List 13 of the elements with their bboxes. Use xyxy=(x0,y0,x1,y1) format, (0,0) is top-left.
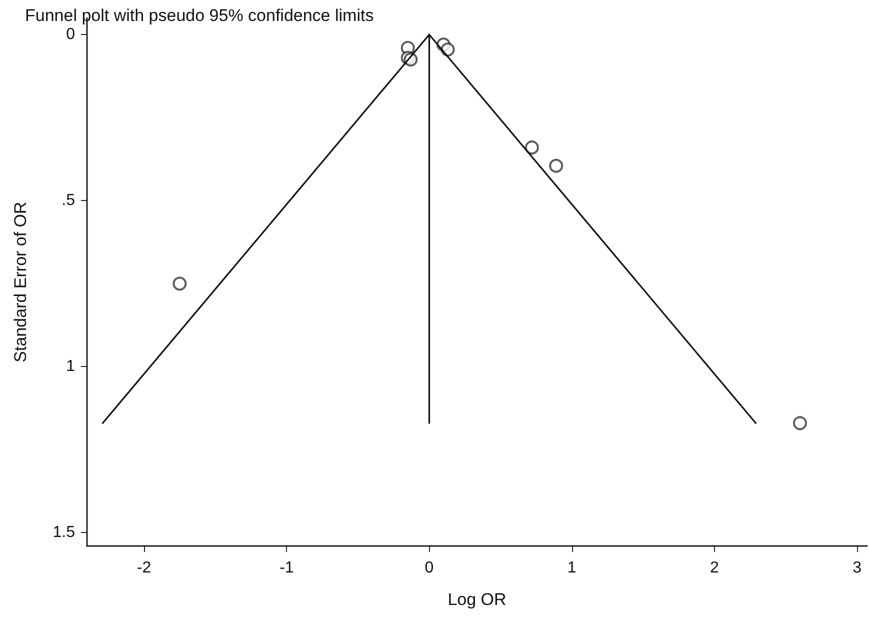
y-axis-title: Standard Error of OR xyxy=(11,202,30,362)
y-tick-label: 1 xyxy=(66,358,76,376)
y-tick-label: 1.5 xyxy=(52,524,76,542)
x-tick-label: -2 xyxy=(136,560,152,576)
x-tick-label: -1 xyxy=(280,560,294,576)
x-tick-label: 0 xyxy=(424,560,434,576)
y-tick-label: 0 xyxy=(66,26,76,44)
x-tick-label: 1 xyxy=(567,560,576,576)
y-tick-label: .5 xyxy=(62,192,76,210)
chart-title: Funnel polt with pseudo 95% confidence limits xyxy=(25,6,374,25)
x-tick-label: 2 xyxy=(710,560,719,576)
x-tick-label: 3 xyxy=(852,560,862,576)
x-axis-title: Log OR xyxy=(448,590,506,609)
